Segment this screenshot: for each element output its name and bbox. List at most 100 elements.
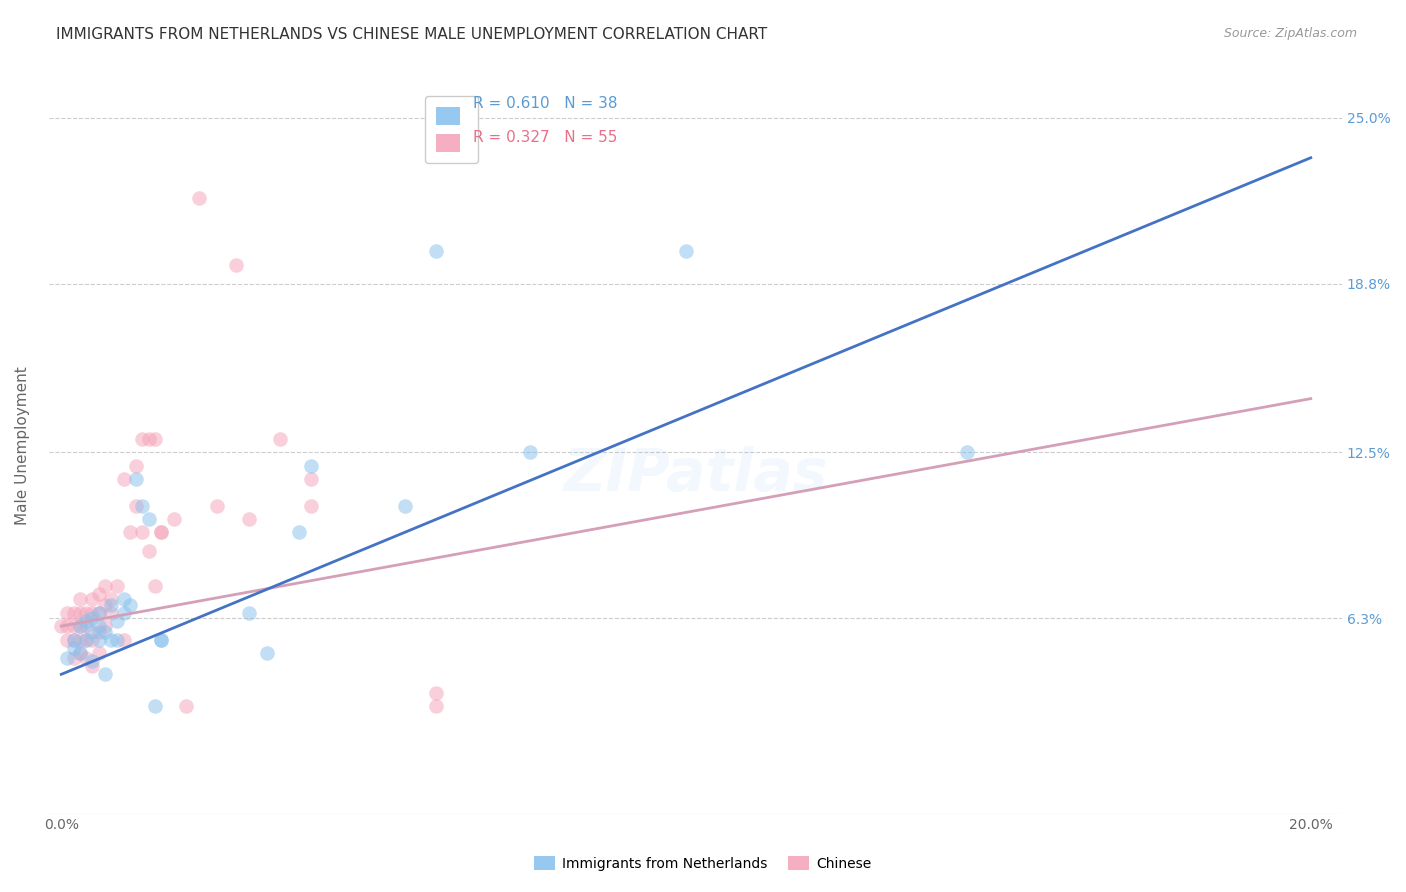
Point [100, 592, 122, 607]
Point [163, 512, 186, 526]
Point [269, 432, 291, 446]
Point [75, 614, 97, 628]
Text: R = 0.610   N = 38: R = 0.610 N = 38 [472, 96, 617, 112]
Point [112, 472, 135, 486]
Point [87, 606, 110, 620]
Point [87, 606, 110, 620]
Point [112, 632, 135, 647]
Point [131, 525, 153, 540]
Point [299, 458, 322, 473]
Point [94, 579, 117, 593]
Point [143, 432, 166, 446]
Point [150, 632, 173, 647]
Point [75, 651, 97, 665]
Point [107, 614, 129, 628]
Point [94, 624, 117, 639]
Point [69, 632, 91, 647]
Point [956, 445, 979, 459]
Point [62, 651, 84, 665]
Point [82, 632, 104, 647]
Point [75, 632, 97, 647]
Point [107, 579, 129, 593]
Point [125, 472, 148, 486]
Point [150, 632, 173, 647]
Point [425, 686, 447, 700]
Point [100, 598, 122, 612]
Point [87, 619, 110, 633]
Point [56, 619, 79, 633]
Point [69, 592, 91, 607]
Point [675, 244, 697, 259]
Point [100, 606, 122, 620]
Point [519, 445, 541, 459]
Point [62, 606, 84, 620]
Point [87, 646, 110, 660]
Legend: Immigrants from Netherlands, Chinese: Immigrants from Netherlands, Chinese [529, 850, 877, 876]
Point [69, 619, 91, 633]
Point [69, 606, 91, 620]
Point [69, 646, 91, 660]
Point [112, 606, 135, 620]
Point [238, 512, 260, 526]
Y-axis label: Male Unemployment: Male Unemployment [15, 366, 30, 524]
Point [138, 512, 160, 526]
Point [112, 592, 135, 607]
Point [131, 432, 153, 446]
Point [87, 624, 110, 639]
Point [131, 499, 153, 513]
Point [82, 611, 104, 625]
Point [62, 632, 84, 647]
Point [225, 258, 247, 272]
Point [87, 632, 110, 647]
Point [69, 619, 91, 633]
Point [56, 651, 79, 665]
Point [82, 659, 104, 673]
Point [150, 525, 173, 540]
Point [62, 640, 84, 655]
Point [299, 499, 322, 513]
Text: Source: ZipAtlas.com: Source: ZipAtlas.com [1223, 27, 1357, 40]
Point [62, 632, 84, 647]
Point [82, 624, 104, 639]
Point [75, 606, 97, 620]
Point [118, 525, 141, 540]
Point [51, 619, 73, 633]
Point [207, 499, 229, 513]
Point [82, 606, 104, 620]
Point [256, 646, 278, 660]
Point [69, 646, 91, 660]
Point [56, 632, 79, 647]
Point [394, 499, 416, 513]
Point [82, 654, 104, 668]
Point [75, 619, 97, 633]
Text: ZIPatlas: ZIPatlas [564, 446, 828, 503]
Point [75, 632, 97, 647]
Point [107, 632, 129, 647]
Point [143, 699, 166, 714]
Point [174, 699, 197, 714]
Point [138, 544, 160, 558]
Point [125, 458, 148, 473]
Point [94, 619, 117, 633]
Point [94, 598, 117, 612]
Point [82, 592, 104, 607]
Point [62, 619, 84, 633]
Point [125, 499, 148, 513]
Point [238, 606, 260, 620]
Point [299, 472, 322, 486]
Text: R = 0.327   N = 55: R = 0.327 N = 55 [472, 130, 617, 145]
Point [425, 244, 447, 259]
Point [56, 606, 79, 620]
Point [143, 579, 166, 593]
Point [118, 598, 141, 612]
Point [138, 432, 160, 446]
Point [87, 587, 110, 601]
Point [100, 632, 122, 647]
Point [187, 191, 209, 205]
Point [150, 525, 173, 540]
Point [94, 667, 117, 681]
Legend: , : , [425, 96, 478, 163]
Text: IMMIGRANTS FROM NETHERLANDS VS CHINESE MALE UNEMPLOYMENT CORRELATION CHART: IMMIGRANTS FROM NETHERLANDS VS CHINESE M… [56, 27, 768, 42]
Point [425, 699, 447, 714]
Point [287, 525, 309, 540]
